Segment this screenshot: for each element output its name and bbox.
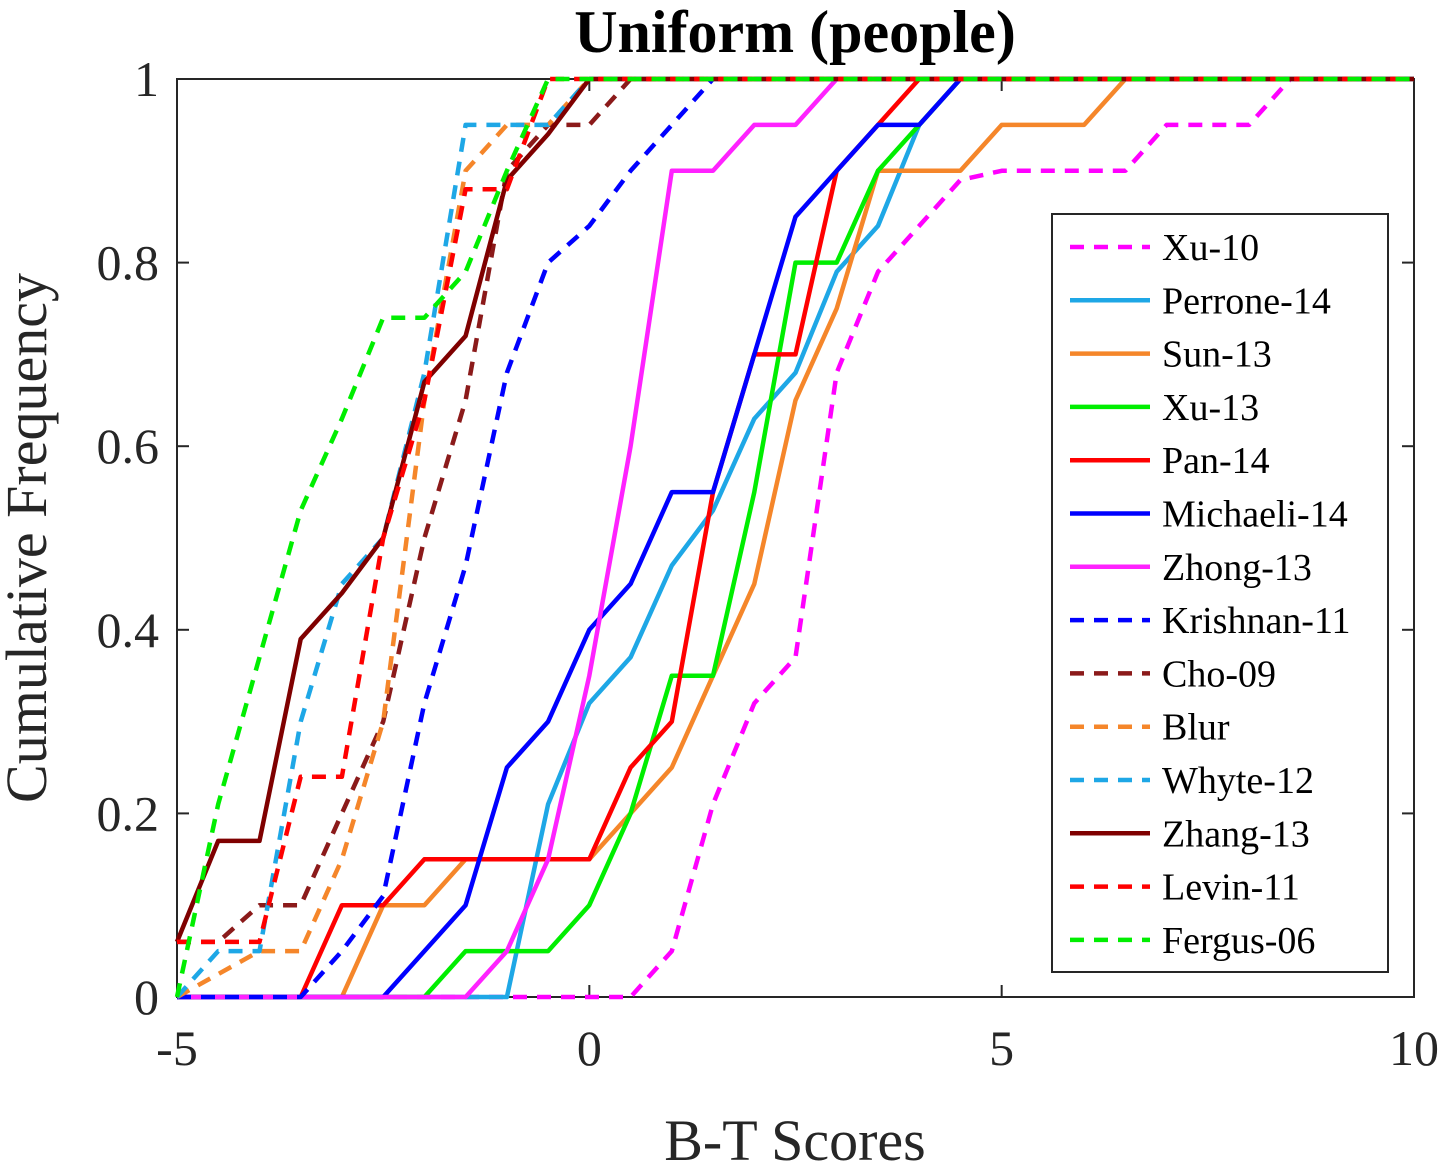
legend-label-blur: Blur	[1162, 707, 1230, 749]
y-tick-label: 0	[134, 969, 159, 1025]
y-tick-label: 0.4	[97, 602, 160, 658]
legend-label-sun-13: Sun-13	[1162, 334, 1272, 376]
chart-title: Uniform (people)	[574, 0, 1016, 65]
legend-label-krishnan-11: Krishnan-11	[1162, 600, 1351, 642]
x-tick-label: 10	[1389, 1020, 1439, 1076]
y-tick-label: 0.2	[97, 785, 160, 841]
y-tick-label: 0.8	[97, 235, 160, 291]
legend-box	[1051, 213, 1389, 973]
series-line-michaeli-14	[177, 76, 1414, 1000]
legend-label-whyte-12: Whyte-12	[1162, 760, 1314, 802]
legend-label-fergus-06: Fergus-06	[1162, 920, 1315, 962]
legend: Xu-10 Perrone-14 Sun-13 Xu-13 Pan-14 Michaeli…	[1051, 213, 1389, 973]
y-axis-title: Cumulative Frequency	[0, 273, 59, 803]
series-line-perrone-14	[177, 76, 1414, 1000]
legend-label-xu-13: Xu-13	[1162, 387, 1259, 429]
series-line-krishnan-11	[177, 76, 1414, 1000]
legend-label-levin-11: Levin-11	[1162, 867, 1300, 909]
series-line-cho-09	[177, 76, 1414, 945]
legend-label-zhang-13: Zhang-13	[1162, 813, 1310, 855]
legend-label-zhong-13: Zhong-13	[1162, 547, 1312, 589]
legend-label-michaeli-14: Michaeli-14	[1162, 494, 1348, 536]
series-line-sun-13	[177, 76, 1414, 1000]
x-axis-title: B-T Scores	[664, 1108, 926, 1166]
x-tick-label: 5	[989, 1020, 1014, 1076]
x-tick-label: 0	[577, 1020, 602, 1076]
y-tick-label: 1	[134, 51, 159, 107]
legend-label-pan-14: Pan-14	[1162, 440, 1270, 482]
series-line-zhang-13	[174, 76, 1414, 943]
series-line-levin-11	[177, 76, 1414, 945]
series-line-fergus-06	[174, 76, 1414, 998]
x-tick-label: -5	[156, 1020, 198, 1076]
legend-label-xu-10: Xu-10	[1162, 227, 1259, 269]
legend-label-cho-09: Cho-09	[1162, 653, 1276, 695]
series-line-zhong-13	[177, 76, 1414, 1000]
y-tick-label: 0.6	[97, 418, 160, 474]
series-line-xu-13	[177, 76, 1414, 1000]
legend-label-perrone-14: Perrone-14	[1162, 280, 1331, 322]
